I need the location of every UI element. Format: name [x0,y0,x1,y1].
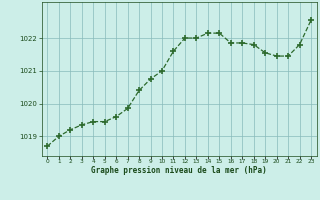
X-axis label: Graphe pression niveau de la mer (hPa): Graphe pression niveau de la mer (hPa) [91,166,267,175]
